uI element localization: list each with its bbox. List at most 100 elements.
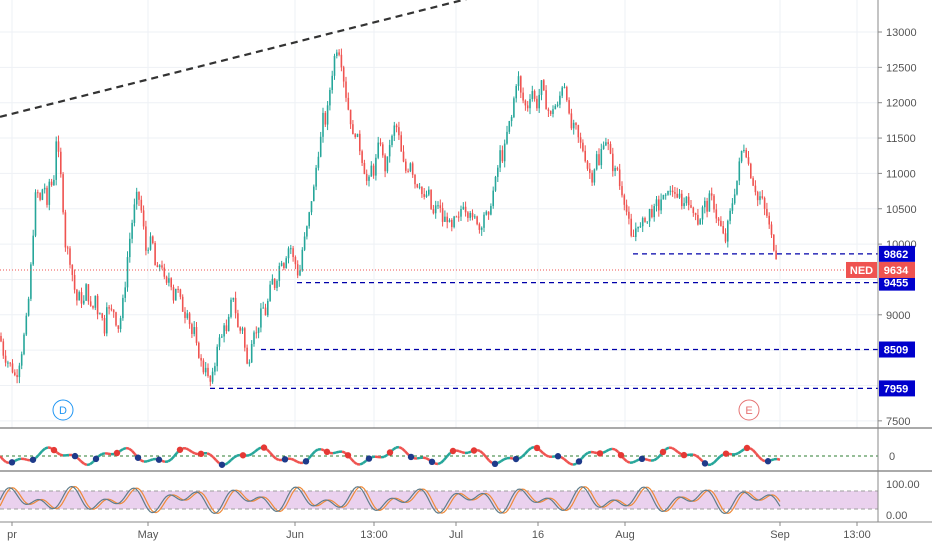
candle-body <box>131 222 133 239</box>
candle <box>405 158 407 174</box>
osc1-segment <box>611 447 616 451</box>
osc1-segment <box>566 460 571 465</box>
candle-body <box>349 109 352 125</box>
candle-body <box>549 110 552 114</box>
candle <box>119 315 122 333</box>
candle <box>287 246 290 264</box>
candle-body <box>510 117 513 122</box>
candle-body <box>41 189 44 200</box>
osc1-segment <box>644 457 649 462</box>
candle <box>315 164 317 191</box>
osc1-segment <box>518 455 523 460</box>
osc1-segment <box>422 456 427 460</box>
candle <box>333 53 336 80</box>
candle <box>227 314 230 332</box>
candle <box>372 163 375 179</box>
candle-body <box>582 142 584 151</box>
candle-body <box>513 98 515 118</box>
candle <box>464 201 467 217</box>
osc1-segment <box>362 459 367 465</box>
candle-body <box>175 288 177 301</box>
candle <box>83 295 85 306</box>
time-tick-label: 13:00 <box>843 529 871 541</box>
candle-body <box>27 298 30 316</box>
osc1-segment <box>293 458 298 463</box>
candle-body <box>621 186 623 196</box>
osc1-segment <box>2 458 7 464</box>
osc1-segment <box>545 454 550 458</box>
candle <box>257 327 260 339</box>
trendline <box>0 0 468 118</box>
candle-body <box>294 257 297 265</box>
time-axis[interactable]: pr May Jun 13:00 Jul 16 Aug Sep 13:00 <box>7 522 871 541</box>
osc1-segment <box>698 456 703 462</box>
candle <box>651 204 653 219</box>
osc1-segment <box>602 450 607 454</box>
candle <box>9 362 11 367</box>
candle <box>625 199 628 216</box>
candle <box>448 218 451 223</box>
osc1-segment <box>530 445 535 450</box>
candle <box>269 280 271 302</box>
candle <box>414 174 416 189</box>
candle-body <box>193 327 195 334</box>
candle <box>129 232 131 263</box>
candle <box>331 70 333 94</box>
candle-body <box>710 193 713 196</box>
osc1-segment <box>131 449 136 456</box>
candle-body <box>501 150 504 162</box>
candle <box>586 159 589 171</box>
price-axis[interactable]: 1300012500120001150011000105001000090007… <box>878 27 920 522</box>
candle <box>117 325 120 333</box>
candle <box>418 182 421 190</box>
candle <box>69 246 71 269</box>
candle <box>39 192 41 202</box>
candle-body <box>283 263 285 269</box>
candle-body <box>609 144 612 154</box>
candle-body <box>372 165 375 176</box>
candle-body <box>313 186 315 202</box>
osc1-segment <box>5 460 10 465</box>
candle-body <box>600 148 603 166</box>
osc1-dot <box>29 456 37 463</box>
candle-body <box>60 151 62 175</box>
candle <box>347 92 350 111</box>
candle-body <box>701 207 704 220</box>
candle <box>43 183 46 194</box>
candle-body <box>671 190 674 193</box>
candle-body <box>430 189 432 210</box>
candle <box>71 264 74 282</box>
candle-body <box>453 216 455 228</box>
candle <box>724 228 727 244</box>
osc1-segment <box>251 450 256 455</box>
candle <box>508 120 511 135</box>
candle-body <box>292 248 294 258</box>
candle-body <box>432 209 435 214</box>
candle <box>55 136 57 186</box>
osc1-segment <box>446 452 451 458</box>
candle <box>487 211 490 220</box>
candle <box>577 124 580 143</box>
candle <box>170 277 172 291</box>
candle-body <box>474 216 476 218</box>
candle-body <box>248 362 251 364</box>
osc1-segment <box>35 453 40 459</box>
candle-body <box>460 208 462 217</box>
candle <box>310 201 313 216</box>
candle <box>354 133 356 139</box>
candle <box>575 122 577 130</box>
candle <box>549 110 552 116</box>
candle-body <box>2 341 5 356</box>
candle <box>94 295 97 311</box>
candle-body <box>386 156 389 172</box>
candle-body <box>46 187 48 205</box>
candle-body <box>692 207 695 214</box>
candle-body <box>142 210 145 227</box>
candle <box>683 197 685 210</box>
osc1-segment <box>758 456 763 461</box>
candle-body <box>444 216 446 222</box>
candle-body <box>253 332 255 344</box>
candle-body <box>158 265 161 268</box>
candle-body <box>704 200 706 208</box>
